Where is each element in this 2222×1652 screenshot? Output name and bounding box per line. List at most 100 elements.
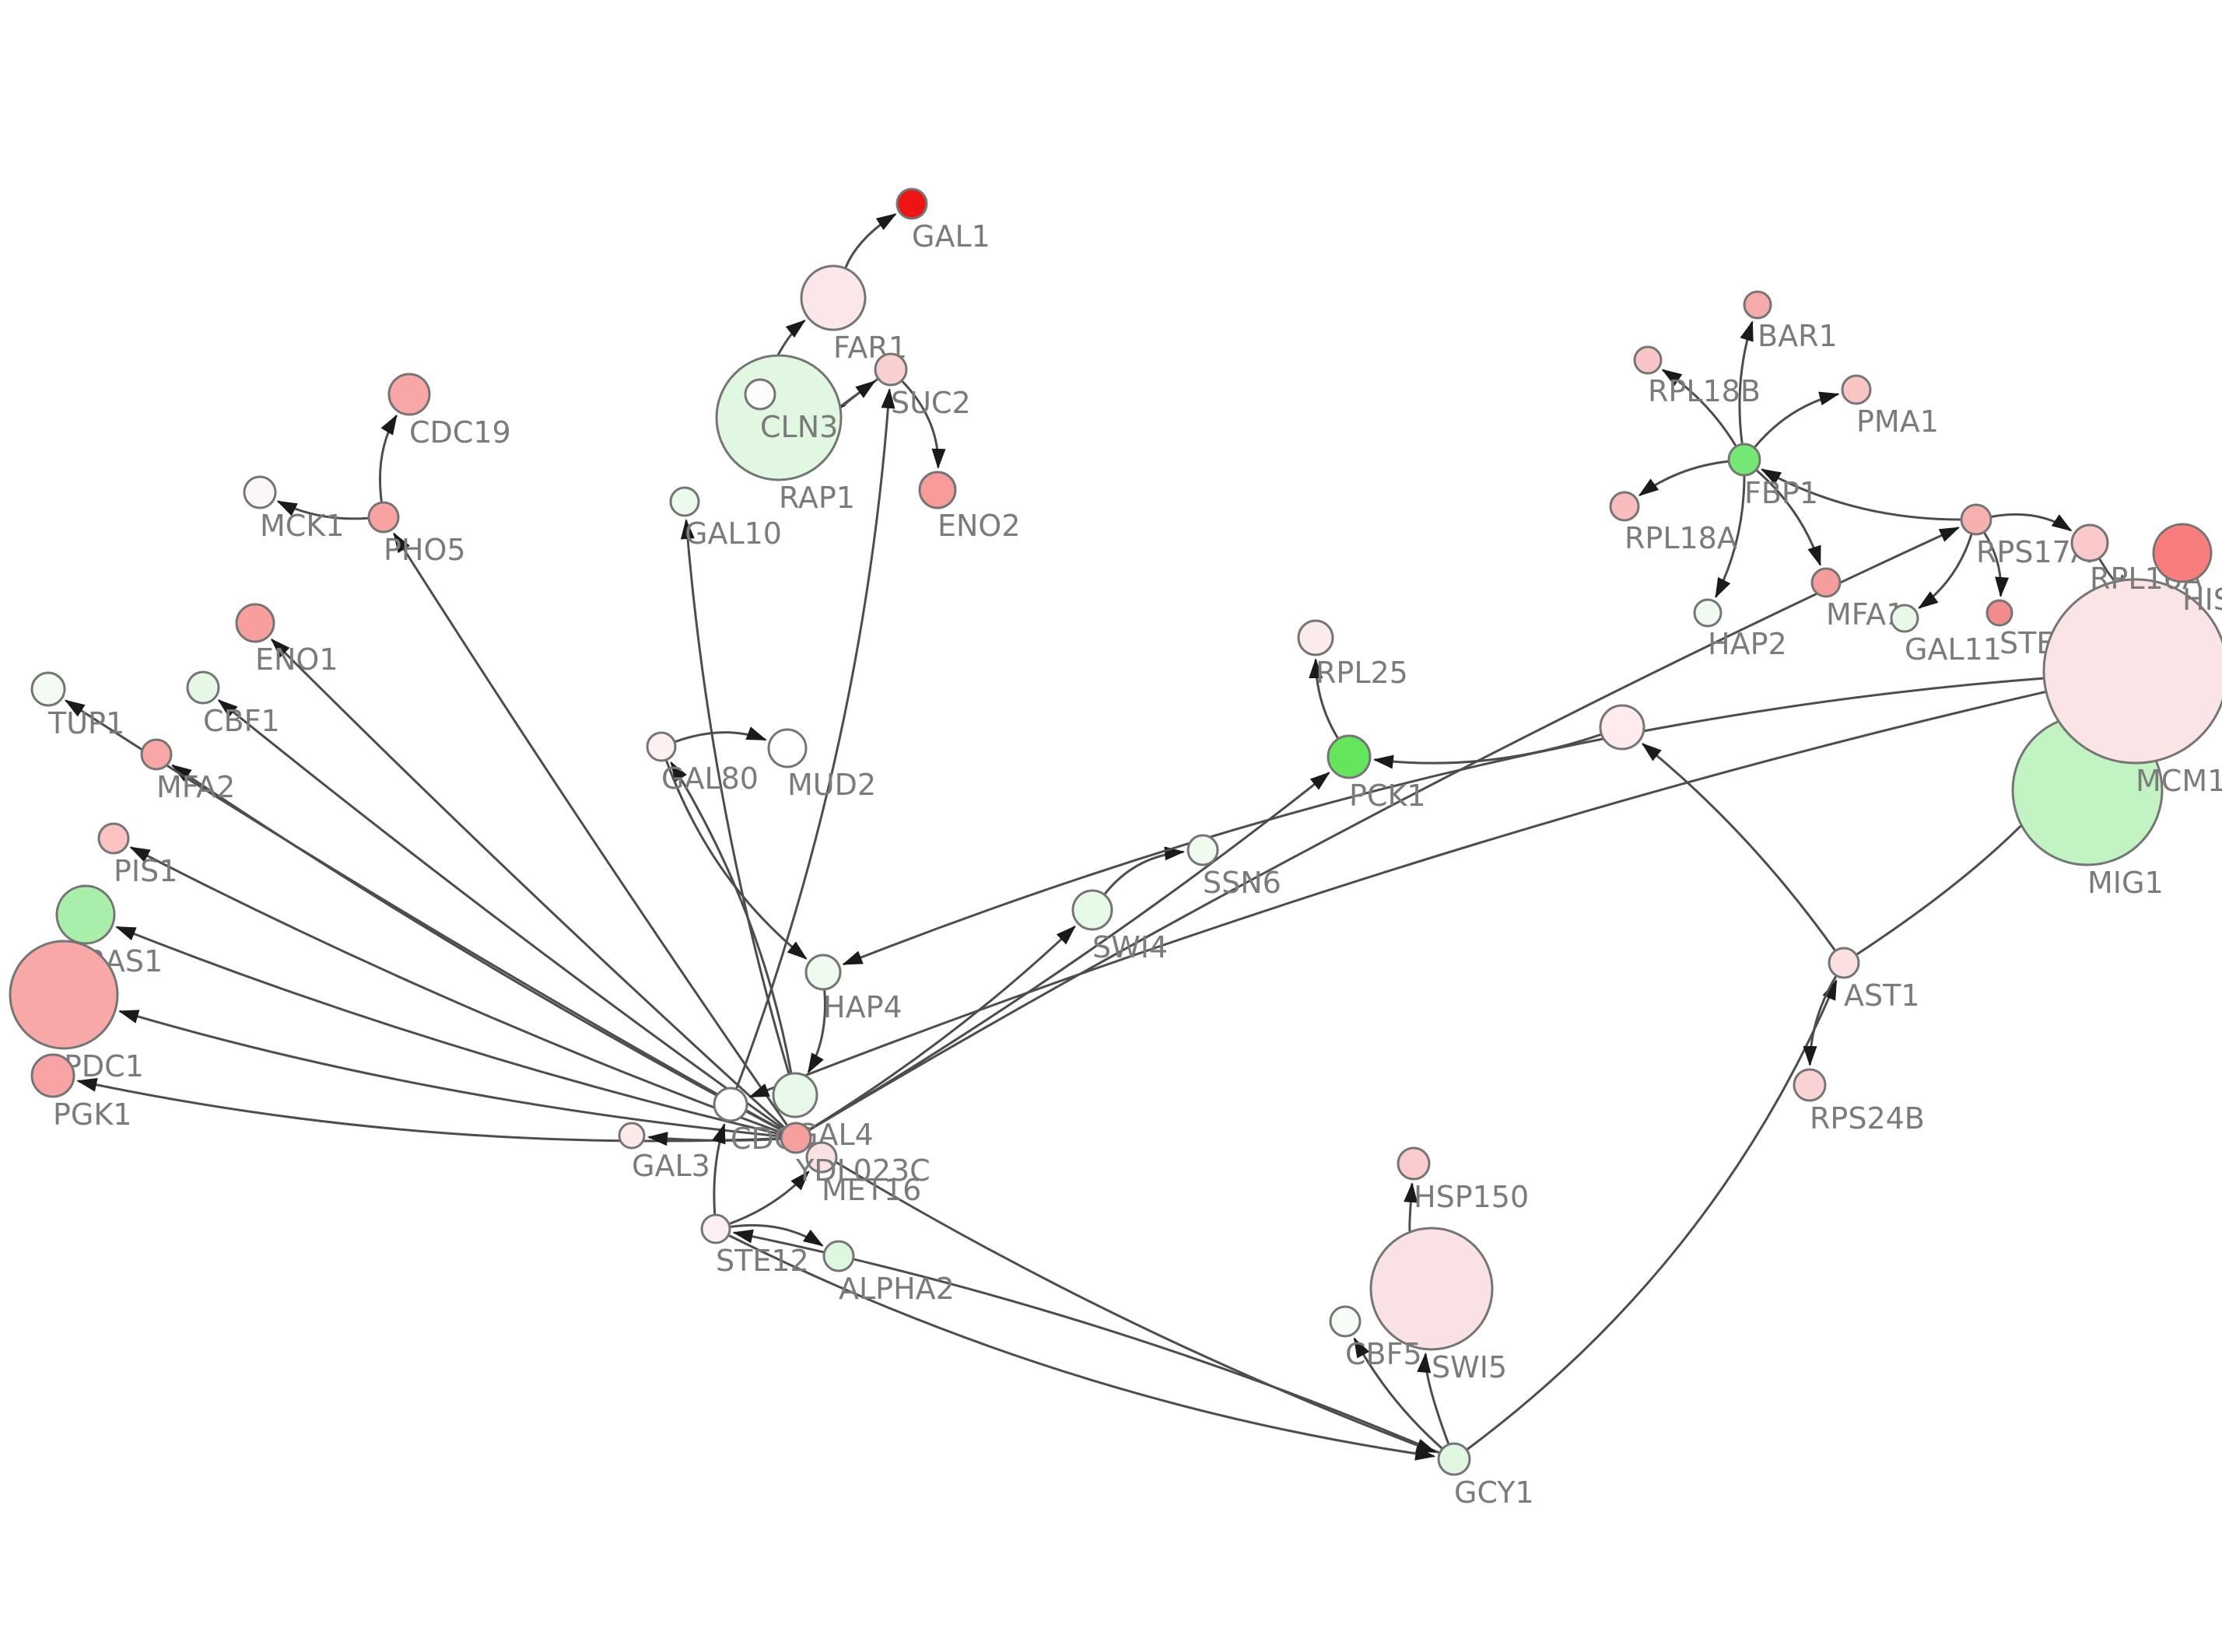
edge-PHO5-CDC19[interactable] [379,414,398,502]
edge-CDC6-SUC2[interactable] [735,387,895,1089]
edge-GCY1-SWI5[interactable] [1417,1352,1450,1444]
node-PCK1[interactable] [1327,734,1372,779]
node-CBF1[interactable] [186,670,220,705]
node-MUD2[interactable] [767,728,808,768]
edge-SWI4-SSN6[interactable] [1103,846,1186,895]
node-STE12[interactable] [700,1213,731,1244]
node-CDC6[interactable] [713,1087,748,1122]
node-HAP4[interactable] [804,954,842,991]
node-BAR1[interactable] [1743,290,1772,320]
node-GAL10[interactable] [669,486,700,517]
edge-GAL4-GAL80[interactable] [670,761,793,1073]
edge-UNNAMED-PCK1[interactable] [1372,733,1602,769]
node-SWI4[interactable] [1071,889,1113,931]
node-GCY1[interactable] [1437,1442,1471,1476]
node-GAL11[interactable] [1890,604,1919,633]
edge-RPS17A-STE2[interactable] [1983,532,2010,598]
node-MCM1[interactable] [2042,578,2222,765]
node-RPL25[interactable] [1297,619,1334,656]
node-STE2[interactable] [1985,599,2013,627]
node-AST1[interactable] [1828,947,1860,979]
node-ALPHA2[interactable] [822,1240,855,1272]
edge-PHO5-MCK1[interactable] [276,500,369,520]
edge-GCY1-CBF5[interactable] [1353,1337,1443,1450]
node-SUC2[interactable] [874,352,908,387]
node-PIS1[interactable] [97,822,130,855]
node-PGK1[interactable] [30,1053,75,1098]
edge-YDL023C-PGK1[interactable] [76,1077,781,1143]
node-CLN3[interactable] [744,378,776,411]
edge-FAR1-GAL1[interactable] [844,213,897,268]
node-SWI5[interactable] [1369,1227,1494,1351]
edge-MCM1-CDC6[interactable] [748,691,2046,1098]
edge-YDL023C-PIS1[interactable] [129,846,782,1134]
edge-RPS17A-RPL16A[interactable] [1991,513,2073,532]
node-MET16[interactable] [805,1141,838,1174]
node-FBP1[interactable] [1727,443,1761,477]
node-PDC1[interactable] [9,940,119,1050]
edge-AST1-UNNAMED[interactable] [1641,743,1836,951]
node-RPS17A[interactable] [1960,503,1992,536]
edge-YDL023C-RAS1[interactable] [115,926,781,1136]
node-HIS4[interactable] [2152,523,2213,583]
node-CBF5[interactable] [1329,1305,1362,1338]
edge-GAL80-MUD2[interactable] [675,726,767,744]
edge-YDL023C-ENO1[interactable] [270,638,786,1129]
edge-YDL023C-SWI4[interactable] [808,925,1076,1131]
edge-GAL80-HAP4[interactable] [665,760,808,960]
node-RPL18B[interactable] [1633,345,1663,375]
node-UNNAMED[interactable] [1599,704,1645,751]
node-HAP2[interactable] [1693,598,1723,628]
node-PMA1[interactable] [1841,374,1872,405]
edge-GCY1-AST1[interactable] [1466,979,1838,1451]
edge-RPS17A-FBP1[interactable] [1760,468,1961,521]
node-FAR1[interactable] [800,264,867,331]
edge-HAP4-GAL4[interactable] [807,989,826,1074]
edge-AST1-RPS24B[interactable] [1803,975,1838,1066]
edge-YDL023C-CBF1[interactable] [217,699,784,1130]
node-MFA1[interactable] [1810,567,1842,598]
edge-STE12-MET16[interactable] [729,1171,810,1225]
edge-RPS17A-GAL11[interactable] [1918,534,1973,609]
node-RPS24B[interactable] [1793,1068,1827,1102]
edge-YDL023C-RPS17A[interactable] [808,527,1961,1132]
node-GAL1[interactable] [895,187,928,220]
node-HSP150[interactable] [1397,1146,1431,1181]
node-SSN6[interactable] [1186,834,1219,866]
edge-YDL023C-TUP1[interactable] [64,699,783,1132]
edge-FBP1-RPL18B[interactable] [1661,369,1737,446]
edge-SUC2-ENO2[interactable] [901,380,946,469]
edge-GAL4-GAL10[interactable] [680,518,790,1074]
edge-STE12-ALPHA2[interactable] [730,1223,824,1247]
node-GAL80[interactable] [646,731,677,762]
node-RAS1[interactable] [55,884,116,945]
node-CDC19[interactable] [387,373,431,416]
node-GAL4[interactable] [772,1072,818,1118]
edge-FBP1-RPL18A[interactable] [1638,460,1729,497]
edge-YDL023C-MFA2[interactable] [171,764,783,1132]
edge-STE12-CDC6[interactable] [712,1122,726,1215]
edge-PCK1-RPL25[interactable] [1309,658,1339,739]
node-RPL18A[interactable] [1609,491,1640,522]
edge-FBP1-PMA1[interactable] [1754,391,1840,448]
edge-MCM1-HAP4[interactable] [842,677,2044,966]
edge-FBP1-HAP2[interactable] [1715,475,1746,599]
node-ENO2[interactable] [918,471,957,509]
edge-FBP1-BAR1[interactable] [1738,320,1754,444]
node-TUP1[interactable] [30,671,66,707]
node-GAL3[interactable] [618,1122,646,1150]
node-YDL023C[interactable] [780,1122,812,1154]
edge-YDL023C-PDC1[interactable] [117,1010,781,1138]
node-MCK1[interactable] [243,475,277,509]
node-PHO5[interactable] [367,501,400,534]
node-MFA2[interactable] [140,738,173,771]
edge-YDL023C-PHO5[interactable] [393,532,788,1126]
node-RPL16A[interactable] [2070,523,2109,562]
edge-RAP1-SUC2[interactable] [839,380,876,408]
edge-SWI5-HSP150[interactable] [1404,1181,1418,1232]
edge-STE12-GCY1[interactable] [728,1234,1436,1461]
edge-YDL023C-GCY1[interactable] [808,1145,1437,1454]
edge-YDL023C-PCK1[interactable] [808,772,1330,1132]
node-ENO1[interactable] [235,603,275,643]
